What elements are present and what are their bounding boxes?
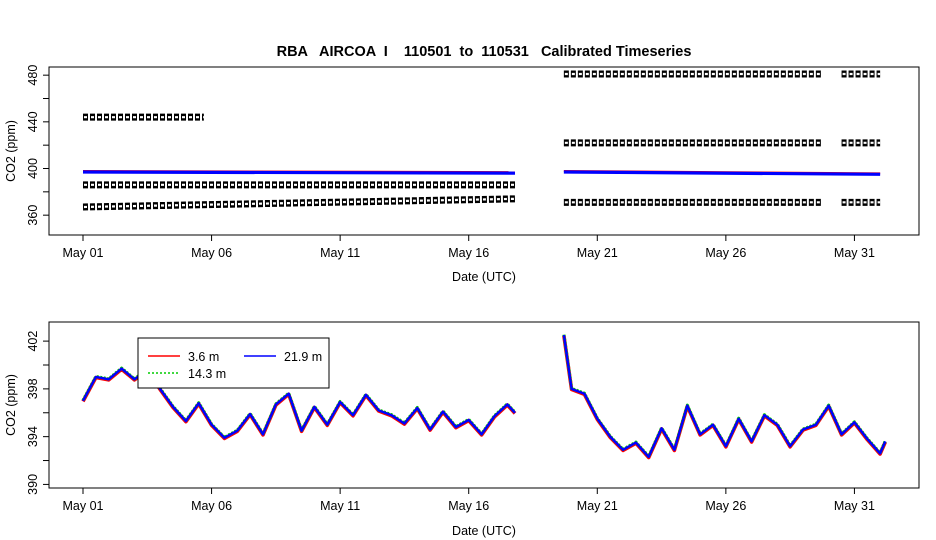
legend-box — [137, 337, 330, 389]
top-x-axis-label: Date (UTC) — [452, 270, 516, 284]
top-plot-marks — [82, 70, 881, 211]
bottom-panel: May 01 May 06 May 11 May 16 May 21 May 26 May … — [4, 321, 920, 538]
top-y-tick-label-0: 360 — [26, 205, 40, 226]
top-x-tick-label-1: May 06 — [191, 246, 232, 260]
bottom-plot-frame — [48, 321, 920, 489]
calibration-segment-hollow-2 — [82, 197, 516, 209]
chart-title: RBA AIRCOA I 110501 to 110531 Calibrated… — [277, 44, 692, 60]
bottom-x-tick-label-1: May 06 — [191, 499, 232, 513]
bottom-y-tick-label-4: 398 — [26, 378, 40, 399]
bottom-y-tick-label-0: 390 — [26, 474, 40, 495]
bottom-y-tick-label-6: 402 — [26, 331, 40, 352]
ambient-segment-0 — [82, 170, 516, 175]
bottom-x-tick-label-4: May 21 — [577, 499, 618, 513]
legend-label-3-6m: 3.6 m — [188, 350, 219, 364]
top-y-axis: 360 400 440 480 — [26, 65, 49, 226]
bottom-y-tick-label-2: 394 — [26, 426, 40, 447]
top-plot-frame — [48, 66, 920, 236]
top-x-tick-label-0: May 01 — [63, 246, 104, 260]
series-line-21-9-m-1 — [562, 334, 887, 459]
ambient-segment-1 — [563, 170, 881, 176]
bottom-x-axis: May 01 May 06 May 11 May 16 May 21 May 26 May … — [63, 488, 875, 513]
bottom-x-tick-label-5: May 26 — [705, 499, 746, 513]
legend-label-21-9m: 21.9 m — [284, 350, 322, 364]
legend-label-14-3m: 14.3 m — [188, 367, 226, 381]
bottom-x-tick-label-3: May 16 — [448, 499, 489, 513]
bottom-x-tick-label-6: May 31 — [834, 499, 875, 513]
legend: 3.6 m 14.3 m 21.9 m — [137, 337, 330, 389]
bottom-y-axis-label: CO2 (ppm) — [4, 374, 18, 436]
top-y-tick-label-2: 400 — [26, 158, 40, 179]
top-y-tick-label-4: 440 — [26, 111, 40, 132]
top-y-axis-label: CO2 (ppm) — [4, 120, 18, 182]
top-x-tick-label-4: May 21 — [577, 246, 618, 260]
top-x-tick-label-3: May 16 — [448, 246, 489, 260]
top-x-tick-label-6: May 31 — [834, 246, 875, 260]
bottom-x-axis-label: Date (UTC) — [452, 524, 516, 538]
top-y-tick-label-6: 480 — [26, 65, 40, 86]
top-panel: May 01 May 06 May 11 May 16 May 21 May 26 May … — [4, 65, 920, 284]
bottom-x-tick-label-0: May 01 — [63, 499, 104, 513]
top-x-axis: May 01 May 06 May 11 May 16 May 21 May 26 May … — [63, 235, 875, 260]
bottom-x-tick-label-2: May 11 — [320, 499, 360, 513]
top-x-tick-label-5: May 26 — [705, 246, 746, 260]
bottom-y-axis: 390 394 398 402 — [26, 331, 49, 495]
top-x-tick-label-2: May 11 — [320, 246, 360, 260]
